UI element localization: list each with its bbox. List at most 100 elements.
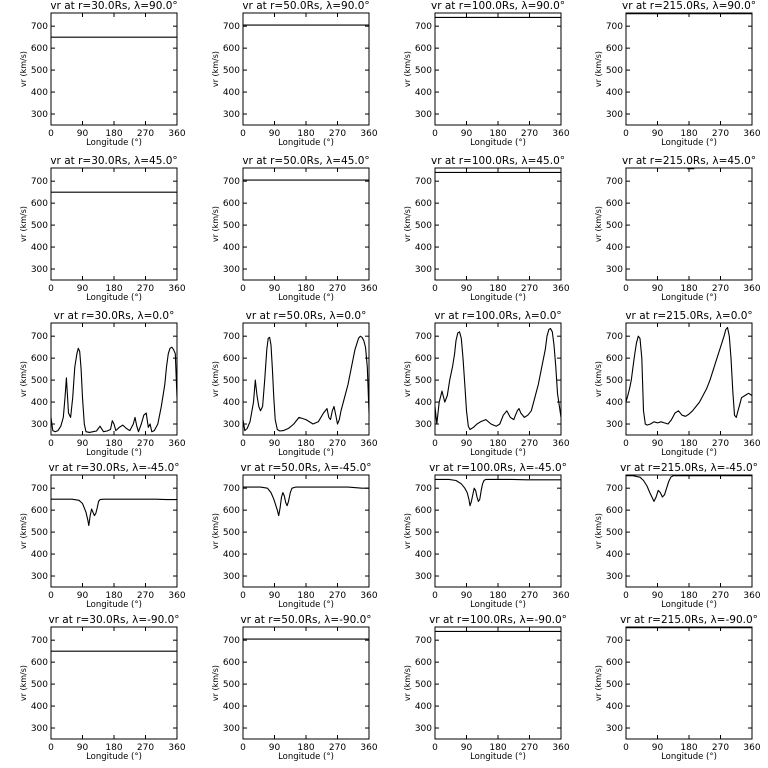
x-tick-label: 270 xyxy=(329,129,346,139)
y-tick-label: 400 xyxy=(31,243,48,253)
panel-14: vr at r=50.0Rs, λ=-45.0° 0 90 180 270 360 300 4… xyxy=(211,462,378,610)
plot-frame xyxy=(434,322,562,436)
panel-title: vr at r=100.0Rs, λ=0.0° xyxy=(434,310,561,322)
x-tick-label: 360 xyxy=(168,284,185,294)
y-tick-label: 500 xyxy=(223,528,240,538)
panel-title: vr at r=215.0Rs, λ=90.0° xyxy=(622,0,756,12)
y-axis-label: vr (km/s) xyxy=(19,513,28,549)
x-axis-label: Longitude (°) xyxy=(470,448,526,458)
y-tick-label: 600 xyxy=(415,44,432,54)
x-tick-label: 90 xyxy=(652,591,664,601)
x-tick-label: 360 xyxy=(168,743,185,753)
y-tick-label: 600 xyxy=(606,354,623,364)
x-tick-label: 90 xyxy=(461,591,473,601)
panel-title: vr at r=215.0Rs, λ=-45.0° xyxy=(620,462,758,474)
panel-title: vr at r=50.0Rs, λ=-45.0° xyxy=(240,462,371,474)
x-tick-label: 360 xyxy=(743,591,760,601)
y-tick-label: 600 xyxy=(415,354,432,364)
panel-4: vr at r=215.0Rs, λ=90.0° 0 90 180 270 360 300 4… xyxy=(594,0,761,148)
x-tick-label: 360 xyxy=(168,591,185,601)
panel-title: vr at r=100.0Rs, λ=-45.0° xyxy=(429,462,567,474)
x-tick-label: 180 xyxy=(297,591,314,601)
plot-frame xyxy=(434,12,562,126)
panel-title: vr at r=50.0Rs, λ=0.0° xyxy=(246,310,367,322)
panel-3: vr at r=100.0Rs, λ=90.0° 0 90 180 270 360 300 4… xyxy=(403,0,570,148)
y-tick-label: 500 xyxy=(223,680,240,690)
x-tick-label: 270 xyxy=(329,591,346,601)
x-tick-label: 180 xyxy=(680,284,697,294)
x-tick-label: 270 xyxy=(521,439,538,449)
y-tick-label: 300 xyxy=(223,724,240,734)
x-tick-label: 360 xyxy=(360,591,377,601)
y-tick-label: 400 xyxy=(31,88,48,98)
y-tick-label: 400 xyxy=(415,398,432,408)
plot-frame xyxy=(434,474,562,588)
y-tick-label: 600 xyxy=(606,506,623,516)
y-tick-label: 400 xyxy=(606,550,623,560)
x-axis-label: Longitude (°) xyxy=(470,138,526,148)
y-tick-label: 500 xyxy=(606,680,623,690)
x-tick-label: 180 xyxy=(297,743,314,753)
y-tick-label: 300 xyxy=(223,265,240,275)
x-tick-label: 180 xyxy=(680,743,697,753)
y-tick-label: 600 xyxy=(223,658,240,668)
panel-title: vr at r=30.0Rs, λ=0.0° xyxy=(54,310,175,322)
y-tick-label: 300 xyxy=(223,110,240,120)
y-tick-label: 700 xyxy=(606,636,623,646)
x-tick-label: 90 xyxy=(461,743,473,753)
x-tick-label: 360 xyxy=(743,743,760,753)
y-tick-label: 400 xyxy=(223,702,240,712)
y-tick-label: 500 xyxy=(415,376,432,386)
x-tick-label: 90 xyxy=(652,743,664,753)
x-axis-label: Longitude (°) xyxy=(278,138,334,148)
x-tick-label: 90 xyxy=(77,284,89,294)
x-tick-label: 0 xyxy=(240,743,246,753)
x-tick-label: 360 xyxy=(552,284,569,294)
panel-9: vr at r=30.0Rs, λ=0.0° 0 90 180 270 360 300 400… xyxy=(19,310,186,458)
y-tick-label: 700 xyxy=(415,636,432,646)
x-tick-label: 90 xyxy=(269,439,281,449)
plot-frame xyxy=(50,322,178,436)
panel-title: vr at r=100.0Rs, λ=45.0° xyxy=(431,155,565,167)
x-tick-label: 180 xyxy=(489,439,506,449)
x-tick-label: 360 xyxy=(360,439,377,449)
plot-frame xyxy=(50,474,178,588)
y-tick-label: 600 xyxy=(31,199,48,209)
x-tick-label: 270 xyxy=(137,439,154,449)
x-tick-label: 360 xyxy=(743,129,760,139)
x-axis-label: Longitude (°) xyxy=(278,600,334,610)
x-tick-label: 270 xyxy=(712,284,729,294)
y-tick-label: 500 xyxy=(415,680,432,690)
panel-title: vr at r=215.0Rs, λ=0.0° xyxy=(625,310,752,322)
x-tick-label: 180 xyxy=(489,743,506,753)
x-tick-label: 90 xyxy=(77,743,89,753)
y-tick-label: 500 xyxy=(31,680,48,690)
y-tick-label: 300 xyxy=(31,420,48,430)
x-axis-label: Longitude (°) xyxy=(470,293,526,303)
panel-title: vr at r=100.0Rs, λ=-90.0° xyxy=(429,614,567,626)
x-tick-label: 360 xyxy=(168,129,185,139)
y-tick-label: 500 xyxy=(606,221,623,231)
panel-7: vr at r=100.0Rs, λ=45.0° 0 90 180 270 360 300 4… xyxy=(403,155,570,303)
y-axis-label: vr (km/s) xyxy=(19,361,28,397)
x-axis-label: Longitude (°) xyxy=(86,293,142,303)
x-tick-label: 0 xyxy=(623,284,629,294)
y-tick-label: 700 xyxy=(31,22,48,32)
y-tick-label: 600 xyxy=(606,199,623,209)
plot-frame xyxy=(625,626,753,740)
y-tick-label: 400 xyxy=(31,550,48,560)
y-tick-label: 300 xyxy=(415,110,432,120)
panel-17: vr at r=30.0Rs, λ=-90.0° 0 90 180 270 360 300 4… xyxy=(19,614,186,762)
panel-title: vr at r=50.0Rs, λ=90.0° xyxy=(242,0,369,12)
y-axis-label: vr (km/s) xyxy=(19,665,28,701)
plot-frame xyxy=(242,474,370,588)
x-tick-label: 0 xyxy=(623,439,629,449)
panel-title: vr at r=100.0Rs, λ=90.0° xyxy=(431,0,565,12)
y-axis-label: vr (km/s) xyxy=(211,51,220,87)
x-tick-label: 270 xyxy=(521,284,538,294)
y-tick-label: 300 xyxy=(31,110,48,120)
plot-frame xyxy=(242,626,370,740)
y-tick-label: 500 xyxy=(31,528,48,538)
y-axis-label: vr (km/s) xyxy=(403,361,412,397)
